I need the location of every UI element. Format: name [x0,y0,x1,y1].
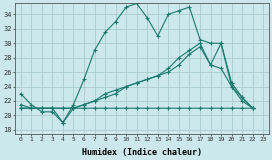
X-axis label: Humidex (Indice chaleur): Humidex (Indice chaleur) [82,148,202,156]
